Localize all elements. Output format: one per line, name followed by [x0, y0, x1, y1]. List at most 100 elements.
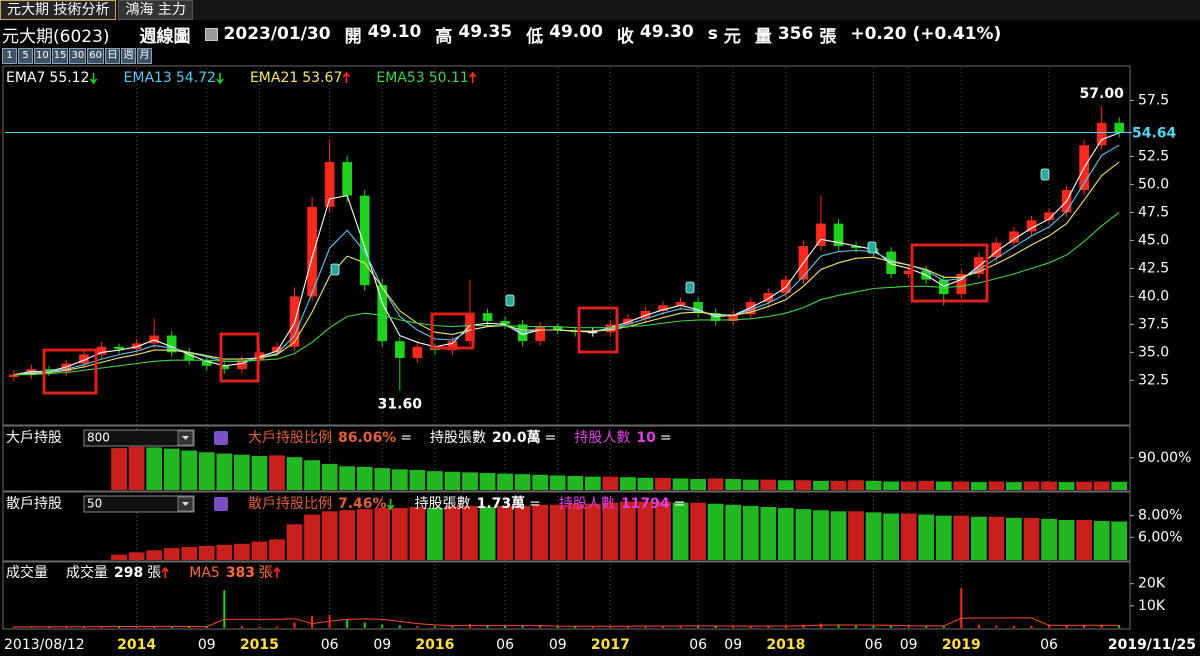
period-button[interactable]: 月: [136, 48, 152, 64]
ema-line: [13, 211, 1120, 376]
period-button[interactable]: 日: [104, 48, 120, 64]
legend-value: 10: [636, 430, 656, 446]
period-button[interactable]: 1: [2, 48, 17, 64]
volume-bar: [240, 626, 243, 628]
holder-bar: [304, 460, 320, 490]
quotes: 開 49.10 高 49.35 低 49.00 收 49.30: [345, 22, 708, 47]
volume-bar: [977, 624, 980, 628]
holder-bar: [146, 447, 163, 490]
holder-bar: [497, 473, 513, 490]
holder-bar: [163, 548, 180, 560]
legend-unit: 張: [259, 565, 273, 581]
volume-bar: [662, 625, 665, 628]
x-tick-label: 2013/08/12: [4, 637, 85, 653]
y-tick-label: 50.0: [1138, 176, 1169, 192]
trend-arrow: [386, 499, 395, 511]
legend-label: 大戶持股比例: [248, 430, 332, 446]
holder-bar: [198, 452, 215, 490]
quote-value: 49.10: [367, 21, 422, 42]
candle-body: [991, 242, 1002, 258]
holder-bar: [655, 477, 671, 490]
holder-bar: [181, 450, 198, 490]
tab[interactable]: 鴻海 主力: [118, 0, 193, 20]
volume-bar: [819, 623, 822, 628]
volume-bar: [82, 626, 85, 628]
holder-bar: [321, 511, 338, 560]
candle-body: [552, 326, 563, 330]
legend-value: 53.67: [302, 70, 342, 86]
legend-value: 298: [114, 565, 143, 581]
holder-bar: [620, 477, 636, 490]
unit-mark: s: [707, 24, 718, 44]
period-button[interactable]: 10: [34, 48, 51, 64]
highlight-box: [577, 306, 619, 354]
holder-bar: [1058, 519, 1075, 560]
holder-bar: [725, 479, 742, 490]
candle-body: [359, 195, 370, 286]
holder-bar: [216, 453, 233, 490]
volume-bar: [837, 625, 840, 628]
volume-bar: [170, 626, 173, 628]
tab[interactable]: 元大期 技術分析: [0, 0, 117, 20]
volume-unit: 張: [819, 26, 837, 47]
candle-body: [8, 374, 19, 377]
date: 2023/01/30: [223, 24, 331, 44]
selector-box: [83, 429, 195, 447]
holder-bar: [637, 477, 654, 490]
legend-label: 持股張數: [415, 496, 471, 512]
x-tick-label: 2016: [415, 637, 454, 653]
holder-bar: [602, 476, 619, 490]
holder-bar: [777, 480, 794, 490]
period-button[interactable]: 週: [120, 48, 136, 64]
y-tick-label: 52.5: [1138, 148, 1169, 164]
x-tick-label: 2015: [240, 637, 279, 653]
volume-bar: [1048, 625, 1051, 628]
period-button[interactable]: 30: [69, 48, 87, 64]
holder-bar: [514, 505, 531, 560]
y-tick-label: 10K: [1138, 598, 1166, 614]
list-icon: [214, 497, 228, 511]
legend-value: 383: [226, 565, 255, 581]
volume-bar: [398, 625, 401, 628]
holder-bar: [637, 501, 654, 560]
holder-bar: [1023, 481, 1040, 490]
legend-label: 持股人數: [559, 496, 615, 512]
quote-value: 49.35: [458, 21, 513, 42]
holder-bar: [233, 543, 250, 560]
volume-bar: [539, 626, 542, 628]
volume-bar: [855, 625, 858, 628]
y-tick-label: 6.00%: [1138, 529, 1182, 545]
candle-body: [482, 313, 493, 322]
legend-value: 86.06%: [338, 430, 396, 446]
period-button[interactable]: 5: [18, 48, 33, 64]
volume-bar: [890, 625, 893, 628]
volume-bar: [1030, 625, 1033, 628]
period-button[interactable]: 60: [87, 48, 104, 64]
y-tick-label: 42.5: [1138, 260, 1169, 276]
volume: 356: [777, 24, 814, 44]
holder-bar: [830, 511, 847, 560]
volume-bar: [714, 626, 717, 628]
holder-bar: [462, 472, 478, 490]
volume-bar: [1083, 625, 1086, 628]
volume-bar: [942, 625, 945, 628]
holder-bar: [1041, 518, 1057, 560]
holder-bar: [988, 516, 1005, 560]
selector-arrow: [182, 436, 189, 440]
last-price-label: 54.64: [1132, 125, 1177, 141]
holder-bar: [251, 455, 268, 490]
legend-label: 成交量: [66, 564, 108, 581]
period-button[interactable]: 15: [51, 48, 69, 64]
legend-suffix: =: [545, 430, 557, 446]
tab-bar: 元大期 技術分析 鴻海 主力: [0, 0, 1200, 20]
holder-bar: [532, 504, 549, 560]
holder-bar: [760, 506, 777, 560]
volume-bar: [65, 626, 68, 628]
checkbox[interactable]: [204, 27, 218, 41]
volume-bar: [609, 626, 612, 628]
candle-body: [1026, 220, 1037, 232]
candle-body: [377, 285, 388, 342]
legend-name: EMA13: [124, 70, 172, 86]
candle-body: [956, 273, 967, 295]
